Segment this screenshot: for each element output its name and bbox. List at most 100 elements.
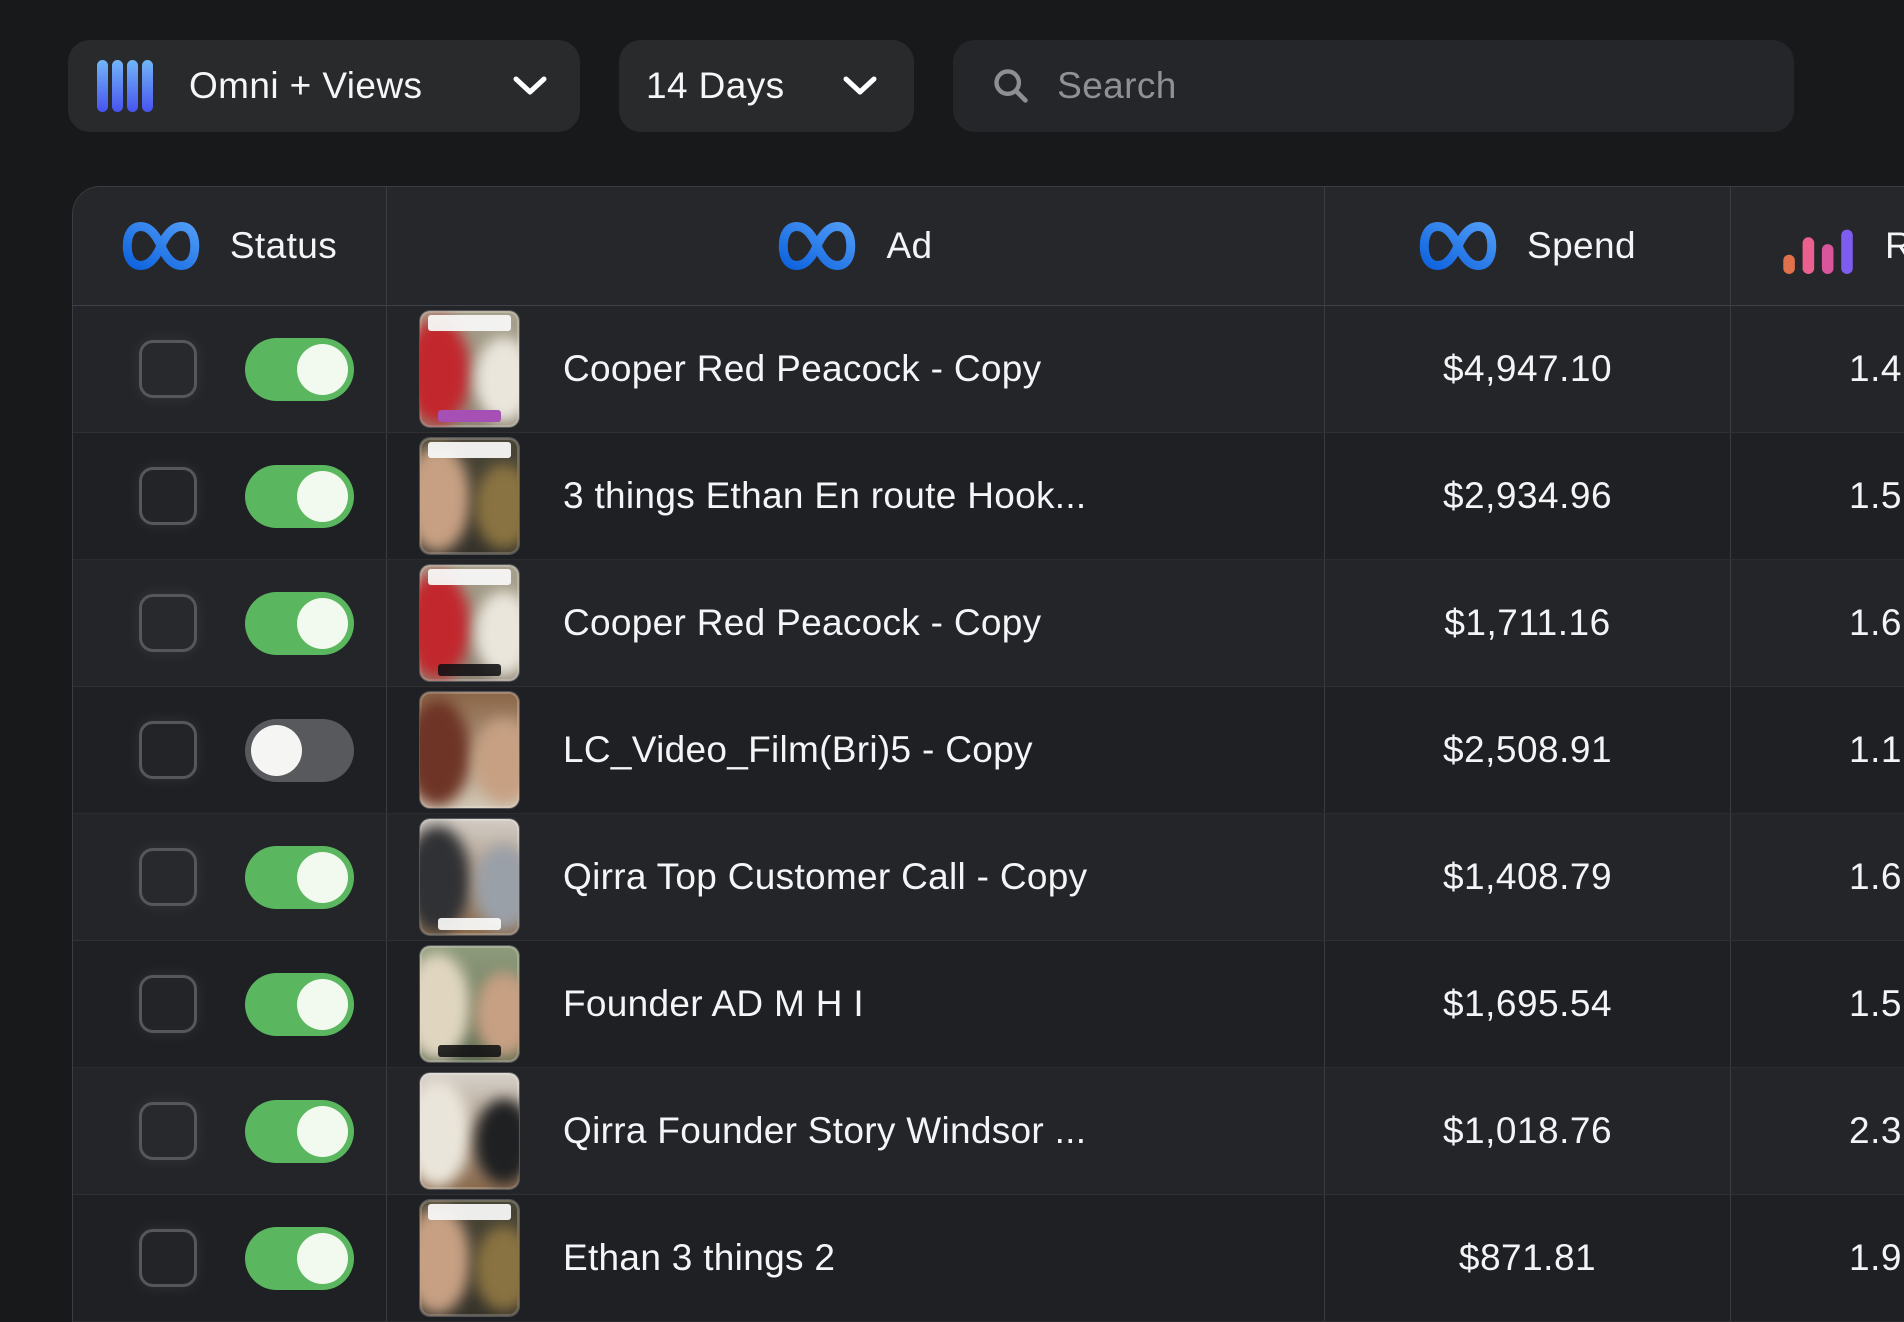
search-icon xyxy=(994,69,1028,103)
spend-cell: $2,934.96 xyxy=(1324,433,1730,559)
status-cell xyxy=(73,687,386,813)
toggle-knob xyxy=(297,343,348,395)
metric-cell: 1.9 xyxy=(1730,1195,1904,1321)
column-header-spend[interactable]: Spend xyxy=(1324,187,1730,305)
metric-value: 1.5 xyxy=(1849,475,1902,516)
table-row: Cooper Red Peacock - Copy $1,711.16 1.6 xyxy=(73,560,1904,687)
metric-value: 1.6 xyxy=(1849,602,1902,643)
ad-name: Cooper Red Peacock - Copy xyxy=(563,602,1042,643)
row-checkbox[interactable] xyxy=(139,1102,197,1160)
spend-cell: $1,408.79 xyxy=(1324,814,1730,940)
status-cell xyxy=(73,306,386,432)
column-label: R xyxy=(1885,225,1904,267)
ad-name: Cooper Red Peacock - Copy xyxy=(563,348,1042,389)
ad-cell: LC_Video_Film(Bri)5 - Copy xyxy=(386,687,1324,813)
row-checkbox[interactable] xyxy=(139,848,197,906)
date-range-label: 14 Days xyxy=(646,65,785,106)
table-header: Status Ad Spend R xyxy=(73,187,1904,306)
status-toggle[interactable] xyxy=(245,845,354,909)
table-body: Cooper Red Peacock - Copy $4,947.10 1.4 … xyxy=(73,306,1904,1322)
ad-cell: Qirra Founder Story Windsor ... xyxy=(386,1068,1324,1194)
row-checkbox[interactable] xyxy=(139,467,197,525)
ad-thumbnail[interactable] xyxy=(420,311,519,427)
ad-thumbnail[interactable] xyxy=(420,692,519,808)
view-selector-button[interactable]: Omni + Views xyxy=(68,40,580,132)
status-cell xyxy=(73,1195,386,1321)
row-checkbox[interactable] xyxy=(139,594,197,652)
status-toggle[interactable] xyxy=(245,972,354,1036)
metric-value: 1.4 xyxy=(1849,348,1902,389)
meta-logo-icon xyxy=(122,222,200,270)
status-toggle[interactable] xyxy=(245,464,354,528)
table-row: LC_Video_Film(Bri)5 - Copy $2,508.91 1.1 xyxy=(73,687,1904,814)
ad-thumbnail[interactable] xyxy=(420,819,519,935)
spend-cell: $2,508.91 xyxy=(1324,687,1730,813)
toggle-knob xyxy=(297,978,348,1030)
meta-logo-icon xyxy=(778,222,856,270)
status-toggle[interactable] xyxy=(245,718,354,782)
meta-logo-icon xyxy=(1419,222,1497,270)
ad-cell: Qirra Top Customer Call - Copy xyxy=(386,814,1324,940)
ad-name: Qirra Top Customer Call - Copy xyxy=(563,856,1088,897)
bar-chart-icon xyxy=(1783,229,1853,274)
ad-name: LC_Video_Film(Bri)5 - Copy xyxy=(563,729,1033,770)
status-toggle[interactable] xyxy=(245,337,354,401)
view-selector-label: Omni + Views xyxy=(189,65,423,106)
status-cell xyxy=(73,1068,386,1194)
spend-value: $871.81 xyxy=(1458,1237,1597,1278)
status-cell xyxy=(73,814,386,940)
ads-table: Status Ad Spend R xyxy=(72,186,1904,1322)
spend-value: $4,947.10 xyxy=(1442,348,1613,389)
row-checkbox[interactable] xyxy=(139,340,197,398)
metric-cell: 1.5 xyxy=(1730,433,1904,559)
table-row: Qirra Founder Story Windsor ... $1,018.7… xyxy=(73,1068,1904,1195)
metric-cell: 1.1 xyxy=(1730,687,1904,813)
ad-thumbnail[interactable] xyxy=(420,565,519,681)
status-toggle[interactable] xyxy=(245,1099,354,1163)
spend-value: $2,508.91 xyxy=(1442,729,1613,770)
table-row: Cooper Red Peacock - Copy $4,947.10 1.4 xyxy=(73,306,1904,433)
status-cell xyxy=(73,560,386,686)
toolbar: Omni + Views 14 Days xyxy=(68,40,1794,132)
spend-cell: $1,695.54 xyxy=(1324,941,1730,1067)
column-header-status[interactable]: Status xyxy=(73,187,386,305)
ad-thumbnail[interactable] xyxy=(420,438,519,554)
status-toggle[interactable] xyxy=(245,591,354,655)
spend-cell: $1,711.16 xyxy=(1324,560,1730,686)
toggle-knob xyxy=(297,1105,348,1157)
spend-value: $1,711.16 xyxy=(1444,602,1611,643)
date-range-button[interactable]: 14 Days xyxy=(619,40,914,132)
spend-value: $1,018.76 xyxy=(1442,1110,1613,1151)
spend-value: $1,408.79 xyxy=(1442,856,1613,897)
ad-thumbnail[interactable] xyxy=(420,1200,519,1316)
metric-value: 1.9 xyxy=(1849,1237,1902,1278)
column-label: Status xyxy=(229,225,338,266)
ad-thumbnail[interactable] xyxy=(420,1073,519,1189)
equalizer-bars-icon xyxy=(97,60,153,112)
row-checkbox[interactable] xyxy=(139,1229,197,1287)
row-checkbox[interactable] xyxy=(139,721,197,779)
search-input[interactable] xyxy=(1055,64,1764,108)
ad-name: Qirra Founder Story Windsor ... xyxy=(563,1110,1087,1151)
chevron-down-icon xyxy=(843,76,877,95)
toggle-knob xyxy=(297,597,348,649)
spend-cell: $871.81 xyxy=(1324,1195,1730,1321)
spend-cell: $1,018.76 xyxy=(1324,1068,1730,1194)
column-header-metric[interactable]: R xyxy=(1730,187,1904,305)
metric-value: 2.3 xyxy=(1849,1110,1902,1151)
toggle-knob xyxy=(297,851,348,903)
spend-value: $2,934.96 xyxy=(1442,475,1613,516)
status-toggle[interactable] xyxy=(245,1226,354,1290)
table-row: 3 things Ethan En route Hook... $2,934.9… xyxy=(73,433,1904,560)
ad-thumbnail[interactable] xyxy=(420,946,519,1062)
row-checkbox[interactable] xyxy=(139,975,197,1033)
search-bar xyxy=(953,40,1794,132)
column-header-ad[interactable]: Ad xyxy=(386,187,1324,305)
metric-value: 1.6 xyxy=(1849,856,1902,897)
spend-cell: $4,947.10 xyxy=(1324,306,1730,432)
metric-cell: 1.5 xyxy=(1730,941,1904,1067)
column-label: Ad xyxy=(886,225,933,266)
ad-cell: Cooper Red Peacock - Copy xyxy=(386,560,1324,686)
toggle-knob xyxy=(297,1232,348,1284)
metric-cell: 2.3 xyxy=(1730,1068,1904,1194)
